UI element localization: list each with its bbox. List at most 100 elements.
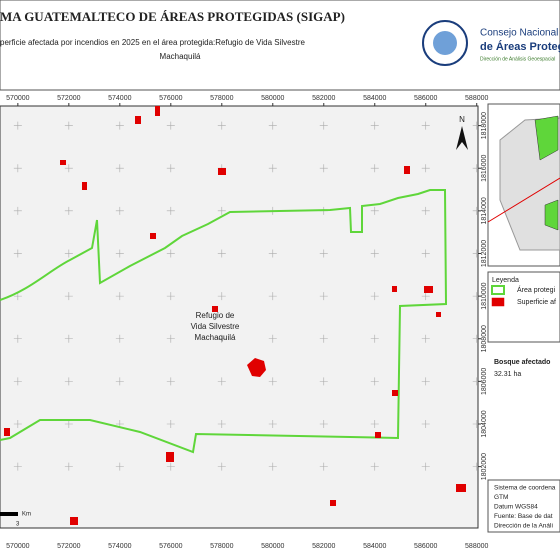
grid-cross — [166, 334, 175, 343]
north-arrow — [456, 126, 468, 150]
x-tick-label: 570000 — [6, 543, 29, 550]
grid-cross — [370, 462, 379, 471]
fire-patch — [375, 432, 381, 438]
grid-cross — [115, 462, 124, 471]
grid-cross — [217, 419, 226, 428]
grid-cross — [166, 164, 175, 173]
x-tick-label: 574000 — [108, 543, 131, 550]
grid-cross — [64, 419, 73, 428]
info-line: GTM — [494, 494, 508, 501]
info-line: Dirección de la Análi — [494, 523, 553, 530]
grid-cross — [115, 249, 124, 258]
x-tick-label: 572000 — [57, 95, 80, 102]
scale-unit: Km — [22, 512, 31, 518]
protected-area-boundary — [0, 189, 448, 454]
fire-patch — [166, 452, 174, 462]
x-tick-label: 580000 — [261, 95, 284, 102]
grid-cross — [64, 206, 73, 215]
grid-cross — [370, 419, 379, 428]
x-tick-label: 584000 — [363, 543, 386, 550]
fire-patch — [436, 312, 441, 317]
map-frame — [0, 105, 479, 529]
grid-cross — [268, 334, 277, 343]
fire-patch — [247, 358, 266, 377]
grid-cross — [319, 334, 328, 343]
logo-text: de Áreas Protegidas — [480, 40, 560, 53]
fire-patch — [60, 160, 66, 165]
fire-patch — [4, 428, 10, 436]
y-tick-label: 1808000 — [481, 325, 488, 352]
grid-cross — [421, 377, 430, 386]
logo-text: Dirección de Análisis Geoespacial — [480, 56, 555, 62]
fire-patch — [424, 286, 433, 293]
grid-cross — [13, 121, 22, 130]
fire-patch — [212, 306, 218, 312]
legend-swatch — [491, 297, 505, 307]
area-label: Machaquilá — [195, 333, 236, 342]
grid-cross — [115, 164, 124, 173]
x-tick-label: 582000 — [312, 95, 335, 102]
grid-cross — [64, 292, 73, 301]
grid-cross — [319, 462, 328, 471]
grid-cross — [370, 334, 379, 343]
inset-line — [487, 177, 560, 223]
grid-cross — [217, 249, 226, 258]
grid-cross — [13, 249, 22, 258]
grid-cross — [115, 377, 124, 386]
fire-patch — [392, 390, 398, 396]
fire-patch — [70, 517, 78, 525]
x-tick-label: 578000 — [210, 95, 233, 102]
grid-cross — [268, 377, 277, 386]
grid-cross — [268, 292, 277, 301]
legend-title: Leyenda — [492, 277, 519, 284]
logo-text: Consejo Nacional — [480, 28, 558, 39]
grid-cross — [166, 121, 175, 130]
seal — [433, 31, 457, 55]
grid-cross — [319, 292, 328, 301]
x-tick-label: 584000 — [363, 95, 386, 102]
grid-cross — [370, 292, 379, 301]
stats-value: 32.31 ha — [494, 371, 521, 378]
grid-cross — [268, 164, 277, 173]
grid-cross — [268, 121, 277, 130]
x-tick-label: 574000 — [108, 95, 131, 102]
grid-cross — [421, 121, 430, 130]
x-tick-label: 588000 — [465, 543, 488, 550]
grid-cross — [115, 206, 124, 215]
y-tick-label: 1816000 — [481, 155, 488, 182]
y-tick-label: 1804000 — [481, 410, 488, 437]
grid-cross — [13, 377, 22, 386]
grid-cross — [268, 249, 277, 258]
x-tick-label: 586000 — [414, 543, 437, 550]
fire-patch — [135, 116, 141, 124]
grid-cross — [13, 334, 22, 343]
grid-cross — [217, 334, 226, 343]
grid-cross — [421, 164, 430, 173]
grid-cross — [319, 164, 328, 173]
legend-label: Superficie af — [517, 299, 556, 306]
fire-patches — [4, 106, 466, 525]
title: MA GUATEMALTECO DE ÁREAS PROTEGIDAS (SIG… — [0, 9, 345, 24]
grid-cross — [166, 462, 175, 471]
grid-cross — [13, 419, 22, 428]
x-tick-label: 576000 — [159, 543, 182, 550]
grid-cross — [217, 206, 226, 215]
grid-cross — [166, 377, 175, 386]
grid-cross — [217, 377, 226, 386]
grid-cross — [13, 164, 22, 173]
grid-cross — [64, 164, 73, 173]
fire-patch — [82, 182, 87, 190]
grid-cross — [115, 292, 124, 301]
grid-cross — [421, 249, 430, 258]
x-tick-label: 570000 — [6, 95, 29, 102]
y-tick-label: 1814000 — [481, 197, 488, 224]
grid-cross — [13, 206, 22, 215]
fire-patch — [404, 166, 410, 174]
x-tick-label: 578000 — [210, 543, 233, 550]
grid-cross — [217, 292, 226, 301]
x-tick-label: 580000 — [261, 543, 284, 550]
subtitle: perficie afectada por incendios en 2025 … — [0, 38, 305, 47]
grid-cross — [115, 121, 124, 130]
area-label: Refugio de — [196, 311, 235, 320]
fire-patch — [392, 286, 397, 292]
